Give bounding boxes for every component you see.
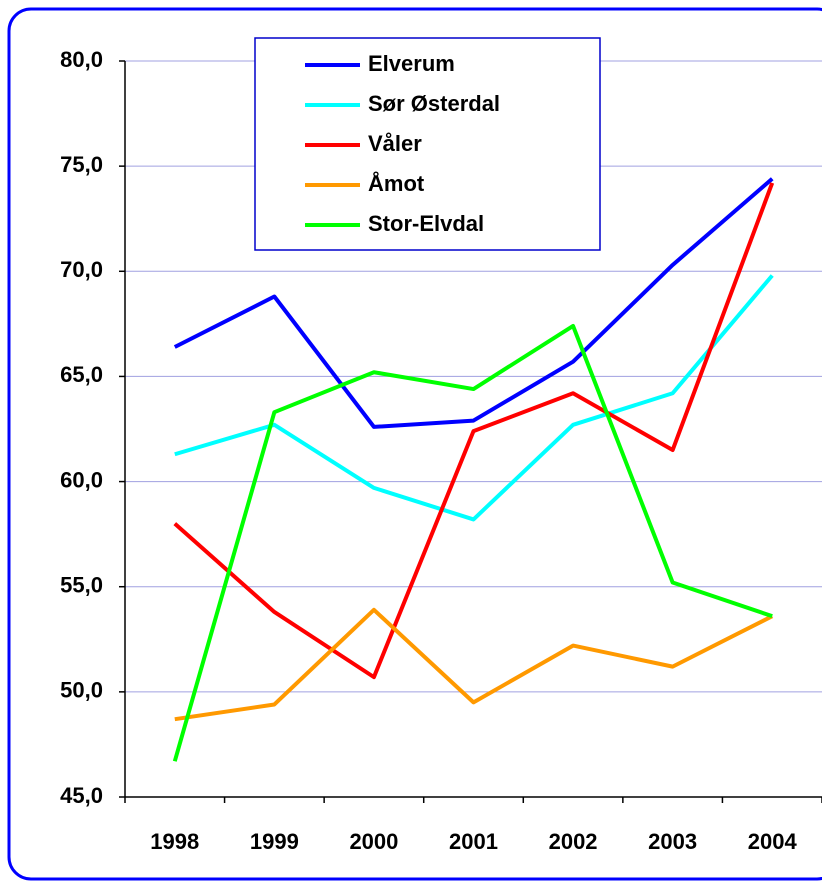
x-tick-label: 2002	[549, 829, 598, 854]
chart-frame	[7, 7, 822, 881]
y-tick-label: 50,0	[60, 678, 103, 703]
y-tick-label: 70,0	[60, 257, 103, 282]
legend-label: Stor-Elvdal	[368, 211, 484, 236]
x-tick-label: 2004	[748, 829, 798, 854]
y-tick-label: 55,0	[60, 573, 103, 598]
series-line	[172, 323, 773, 762]
legend-label: Åmot	[368, 170, 425, 196]
series-line	[174, 274, 774, 522]
x-tick-label: 1998	[150, 829, 199, 854]
plot	[172, 177, 775, 762]
legend: Elverum Sør Østerdal Våler Åmot Stor-Elvdal	[254, 37, 601, 251]
x-tick-label: 2001	[449, 829, 498, 854]
legend-label: Elverum	[368, 51, 455, 76]
y-tick-label: 65,0	[60, 362, 103, 387]
y-tick-label: 60,0	[60, 467, 103, 492]
series-line	[174, 607, 774, 722]
x-tick-label: 2003	[648, 829, 697, 854]
grid: 45,0 50,0 55,0 60,0 65,0 70,0 75,0 80,0 1998 1999…	[60, 47, 822, 854]
y-tick-label: 75,0	[60, 152, 103, 177]
x-tick-label: 2000	[349, 829, 398, 854]
x-tick-label: 1999	[250, 829, 299, 854]
legend-label: Sør Østerdal	[368, 91, 500, 116]
y-tick-label: 45,0	[60, 783, 103, 808]
series-line	[173, 182, 775, 680]
y-tick-label: 80,0	[60, 47, 103, 72]
legend-label: Våler	[368, 131, 422, 156]
series-line	[173, 177, 774, 429]
